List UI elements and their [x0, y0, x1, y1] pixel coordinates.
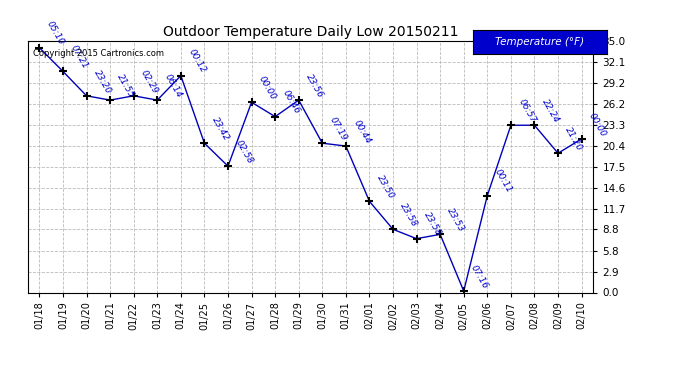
Text: 23:53: 23:53 [446, 207, 466, 234]
Text: 23:20: 23:20 [92, 68, 113, 95]
Text: 00:00: 00:00 [587, 111, 608, 138]
Text: Temperature (°F): Temperature (°F) [495, 37, 584, 47]
Text: 06:46: 06:46 [281, 89, 302, 116]
Text: 06:14: 06:14 [163, 72, 184, 99]
Text: Copyright 2015 Cartronics.com: Copyright 2015 Cartronics.com [33, 49, 164, 58]
Text: 23:42: 23:42 [210, 116, 230, 142]
Text: 00:00: 00:00 [257, 75, 278, 102]
Text: 07:19: 07:19 [328, 116, 348, 142]
Text: 05:10: 05:10 [45, 20, 66, 47]
Text: 23:58: 23:58 [399, 201, 420, 228]
Text: 02:29: 02:29 [139, 68, 160, 95]
Text: 00:12: 00:12 [186, 48, 207, 75]
Text: 21:20: 21:20 [564, 126, 584, 153]
Text: 00:11: 00:11 [493, 168, 513, 195]
Text: 02:58: 02:58 [233, 138, 255, 165]
Text: 22:24: 22:24 [540, 98, 561, 124]
Title: Outdoor Temperature Daily Low 20150211: Outdoor Temperature Daily Low 20150211 [163, 25, 458, 39]
Text: 00:44: 00:44 [351, 118, 372, 145]
Text: 23:50: 23:50 [375, 174, 396, 201]
Text: 23:58: 23:58 [422, 211, 443, 238]
Text: 21:55: 21:55 [116, 72, 137, 99]
Text: 07:16: 07:16 [469, 263, 490, 290]
Text: 23:56: 23:56 [304, 72, 325, 99]
Text: 07:21: 07:21 [68, 44, 89, 70]
Text: 06:57: 06:57 [516, 98, 538, 124]
